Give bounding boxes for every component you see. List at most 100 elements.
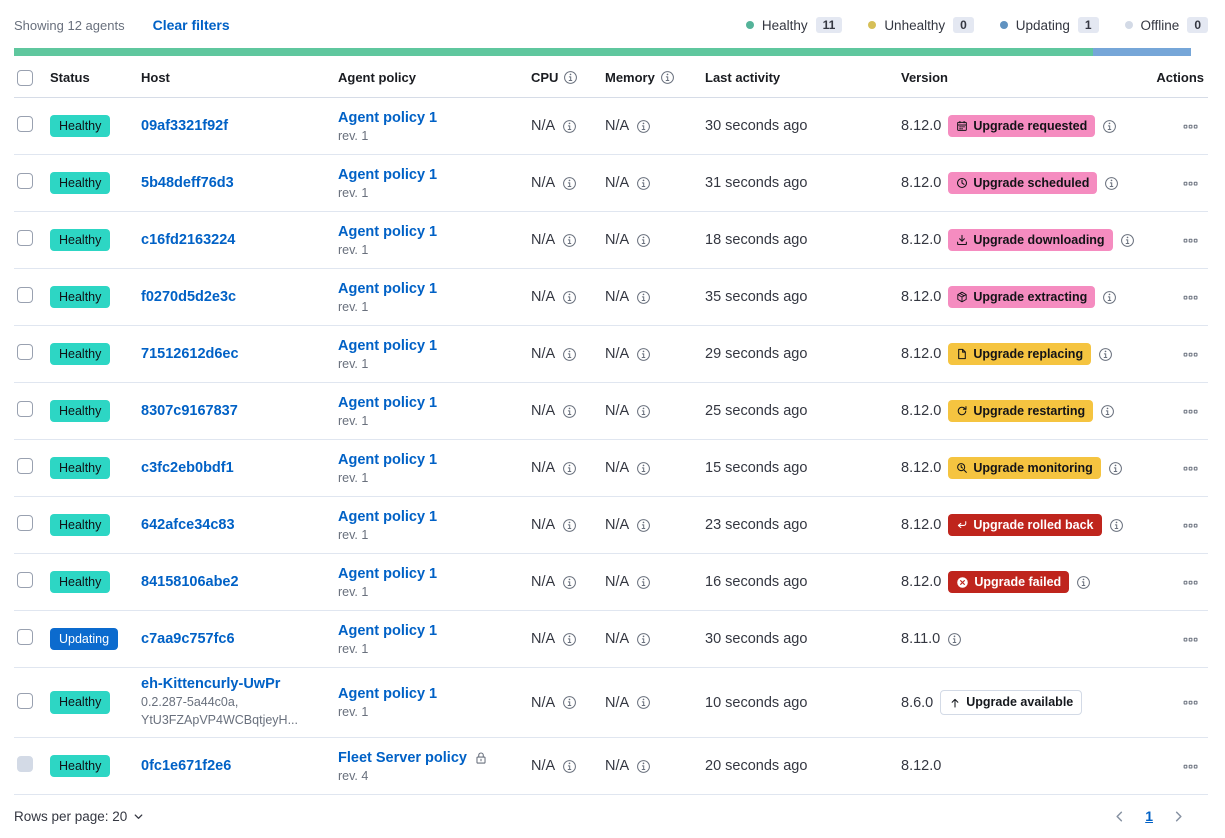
info-icon[interactable] [1102, 119, 1117, 134]
row-actions-button[interactable] [1179, 286, 1202, 309]
row-checkbox[interactable] [17, 173, 33, 189]
next-page-button[interactable] [1171, 809, 1186, 824]
row-actions-button[interactable] [1179, 571, 1202, 594]
row-checkbox[interactable] [17, 401, 33, 417]
info-icon[interactable] [636, 119, 651, 134]
info-icon[interactable] [1104, 176, 1119, 191]
page-number-1[interactable]: 1 [1145, 808, 1153, 824]
col-header-cpu[interactable]: CPU [531, 70, 605, 85]
row-checkbox[interactable] [17, 629, 33, 645]
agent-policy-link[interactable]: Agent policy 1 [338, 508, 438, 525]
col-header-host[interactable]: Host [141, 70, 170, 85]
agent-policy-link[interactable]: Agent policy 1 [338, 622, 438, 639]
info-icon[interactable] [563, 70, 578, 85]
row-actions-button[interactable] [1179, 628, 1202, 651]
info-icon[interactable] [636, 347, 651, 362]
agent-policy-link[interactable]: Agent policy 1 [338, 686, 438, 702]
row-actions-button[interactable] [1179, 343, 1202, 366]
info-icon[interactable] [562, 759, 577, 774]
agent-policy-link[interactable]: Agent policy 1 [338, 166, 438, 183]
info-icon[interactable] [1098, 347, 1113, 362]
row-checkbox[interactable] [17, 116, 33, 132]
host-link[interactable]: c7aa9c757fc6 [141, 631, 235, 647]
info-icon[interactable] [562, 575, 577, 590]
info-icon[interactable] [1100, 404, 1115, 419]
info-icon[interactable] [562, 404, 577, 419]
info-icon[interactable] [562, 632, 577, 647]
row-checkbox[interactable] [17, 515, 33, 531]
agent-policy-link[interactable]: Agent policy 1 [338, 223, 438, 240]
previous-page-button[interactable] [1112, 809, 1127, 824]
host-link[interactable]: 5b48deff76d3 [141, 175, 234, 191]
agent-policy-link[interactable]: Agent policy 1 [338, 565, 438, 582]
host-link[interactable]: 09af3321f92f [141, 118, 229, 134]
row-checkbox[interactable] [17, 287, 33, 303]
info-icon[interactable] [636, 518, 651, 533]
info-icon[interactable] [1102, 290, 1117, 305]
row-checkbox[interactable] [17, 692, 33, 709]
rows-per-page-button[interactable]: Rows per page: 20 [14, 809, 145, 824]
agent-policy-link[interactable]: Agent policy 1 [338, 280, 438, 297]
info-icon[interactable] [562, 518, 577, 533]
row-actions-button[interactable] [1179, 400, 1202, 423]
info-icon[interactable] [947, 632, 962, 647]
row-actions-button[interactable] [1179, 755, 1202, 778]
host-link[interactable]: f0270d5d2e3c [141, 289, 237, 305]
info-icon[interactable] [562, 176, 577, 191]
info-icon[interactable] [636, 461, 651, 476]
row-checkbox[interactable] [17, 344, 33, 360]
info-icon[interactable] [1120, 233, 1135, 248]
host-link[interactable]: 0fc1e671f2e6 [141, 758, 232, 774]
agent-policy-link[interactable]: Agent policy 1 [338, 394, 438, 411]
host-link[interactable]: c3fc2eb0bdf1 [141, 460, 234, 476]
host-link[interactable]: eh-Kittencurly-UwPr [141, 676, 281, 692]
row-actions-button[interactable] [1179, 229, 1202, 252]
row-actions-button[interactable] [1179, 457, 1202, 480]
info-icon[interactable] [636, 233, 651, 248]
col-header-version[interactable]: Version [901, 70, 948, 85]
col-header-last-activity[interactable]: Last activity [705, 70, 781, 85]
info-icon[interactable] [636, 759, 651, 774]
info-icon[interactable] [636, 632, 651, 647]
row-actions-button[interactable] [1179, 514, 1202, 537]
info-icon[interactable] [562, 461, 577, 476]
row-checkbox[interactable] [17, 230, 33, 246]
agent-policy-link[interactable]: Agent policy 1 [338, 337, 438, 354]
refresh-icon [956, 405, 968, 417]
col-header-memory[interactable]: Memory [605, 70, 705, 85]
select-all-checkbox[interactable] [17, 69, 33, 86]
row-actions-button[interactable] [1179, 115, 1202, 138]
col-header-status[interactable]: Status [50, 70, 90, 85]
info-icon[interactable] [1108, 461, 1123, 476]
agent-policy-link[interactable]: Agent policy 1 [338, 109, 438, 126]
row-checkbox[interactable] [17, 572, 33, 588]
info-icon[interactable] [562, 695, 577, 710]
agent-policy-link[interactable]: Fleet Server policy [338, 749, 467, 766]
info-icon[interactable] [562, 347, 577, 362]
info-icon[interactable] [636, 176, 651, 191]
memory-cell: N/A [605, 517, 705, 533]
row-actions-button[interactable] [1179, 691, 1202, 714]
info-icon[interactable] [636, 695, 651, 710]
info-icon[interactable] [562, 233, 577, 248]
host-link[interactable]: 71512612d6ec [141, 346, 239, 362]
row-actions-button[interactable] [1179, 172, 1202, 195]
info-icon[interactable] [636, 404, 651, 419]
info-icon[interactable] [636, 290, 651, 305]
row-checkbox[interactable] [17, 458, 33, 474]
col-header-policy[interactable]: Agent policy [338, 70, 417, 85]
info-icon[interactable] [1109, 518, 1124, 533]
select-all-cell [14, 69, 50, 86]
agent-policy-link[interactable]: Agent policy 1 [338, 451, 438, 468]
info-icon[interactable] [660, 70, 675, 85]
host-link[interactable]: c16fd2163224 [141, 232, 236, 248]
info-icon[interactable] [1076, 575, 1091, 590]
info-icon[interactable] [636, 575, 651, 590]
info-icon[interactable] [562, 119, 577, 134]
host-link[interactable]: 642afce34c83 [141, 517, 235, 533]
clear-filters-button[interactable]: Clear filters [152, 17, 230, 33]
host-link[interactable]: 84158106abe2 [141, 574, 239, 590]
host-link[interactable]: 8307c9167837 [141, 403, 238, 419]
status-cell: Healthy [50, 399, 141, 423]
info-icon[interactable] [562, 290, 577, 305]
